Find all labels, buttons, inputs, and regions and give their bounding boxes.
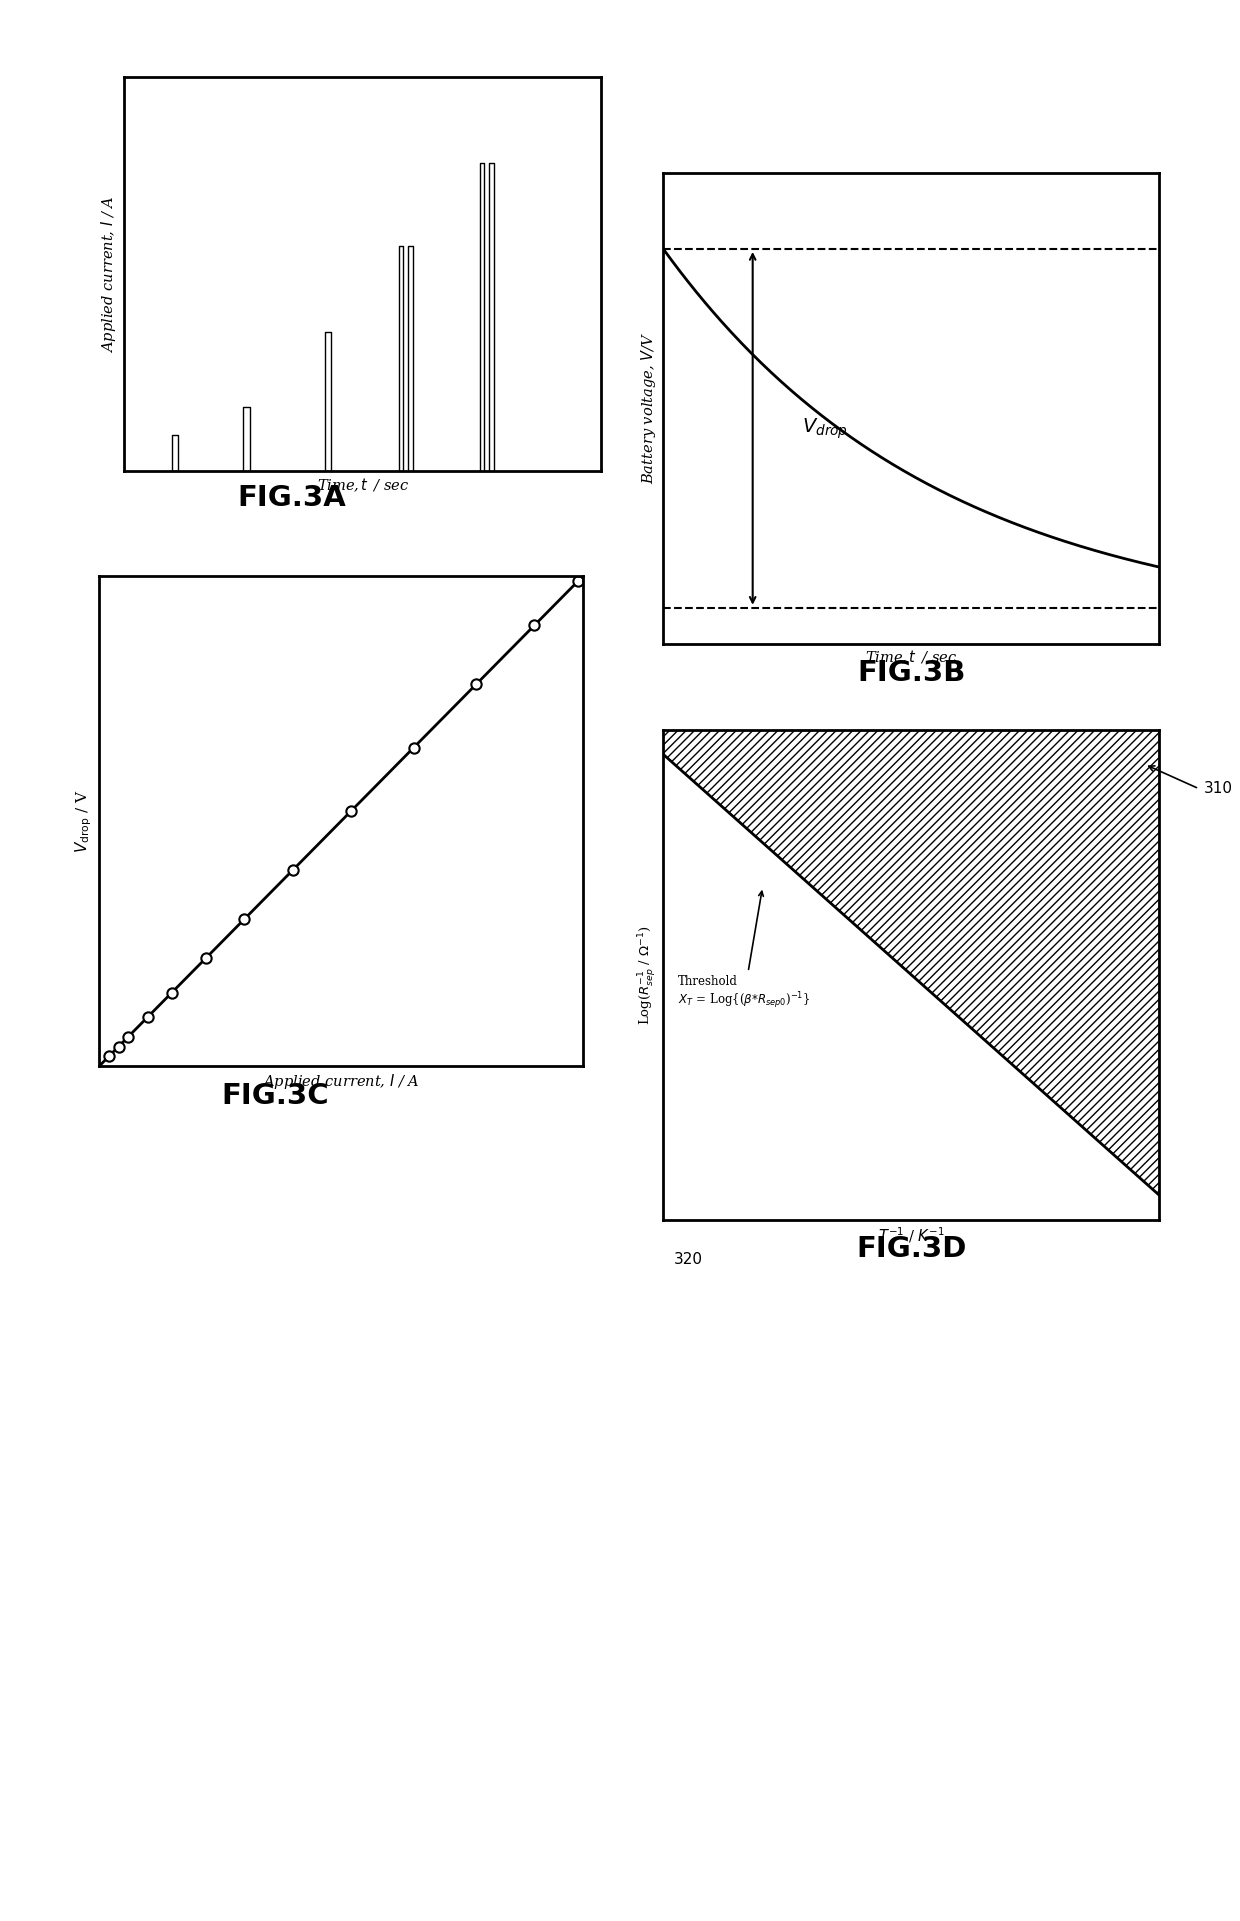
Point [466, 669, 486, 699]
Text: 310: 310 [1204, 782, 1233, 797]
Y-axis label: Log($R_{sep}^{-1}$ / $\Omega^{-1}$): Log($R_{sep}^{-1}$ / $\Omega^{-1}$) [636, 926, 658, 1024]
Point [118, 1022, 138, 1053]
Point [161, 978, 182, 1009]
Y-axis label: $V_\mathrm{drop}$ / V: $V_\mathrm{drop}$ / V [73, 790, 94, 853]
Point [404, 732, 424, 763]
Point [283, 855, 303, 886]
Y-axis label: Battery voltage, $V$/V: Battery voltage, $V$/V [639, 332, 658, 484]
Text: FIG.3B: FIG.3B [857, 659, 966, 688]
Point [196, 943, 216, 974]
Text: FIG.3D: FIG.3D [856, 1235, 967, 1264]
Y-axis label: Applied current, $I$ / A: Applied current, $I$ / A [99, 194, 119, 353]
Text: 320: 320 [673, 1252, 703, 1266]
Point [99, 1041, 119, 1072]
Point [109, 1032, 129, 1062]
Point [341, 795, 361, 826]
X-axis label: Applied current, $I$ / A: Applied current, $I$ / A [262, 1072, 420, 1091]
Text: FIG.3A: FIG.3A [237, 484, 346, 513]
Point [568, 567, 588, 597]
Point [525, 611, 544, 642]
Point [234, 905, 254, 936]
Text: FIG.3C: FIG.3C [222, 1082, 329, 1110]
Point [138, 1003, 157, 1033]
X-axis label: Time,$\,t\,$ / sec: Time,$\,t\,$ / sec [316, 476, 409, 494]
X-axis label: $T^{-1}$ / $K^{-1}$: $T^{-1}$ / $K^{-1}$ [878, 1226, 945, 1245]
Text: Threshold
$X_T$ = Log{($\beta$$*$$R_{sep0}$)$^{-1}$}: Threshold $X_T$ = Log{($\beta$$*$$R_{sep… [678, 891, 811, 1010]
X-axis label: Time,$\,t\,$ / sec: Time,$\,t\,$ / sec [866, 649, 957, 667]
Text: $V_{drop}$: $V_{drop}$ [802, 417, 848, 440]
